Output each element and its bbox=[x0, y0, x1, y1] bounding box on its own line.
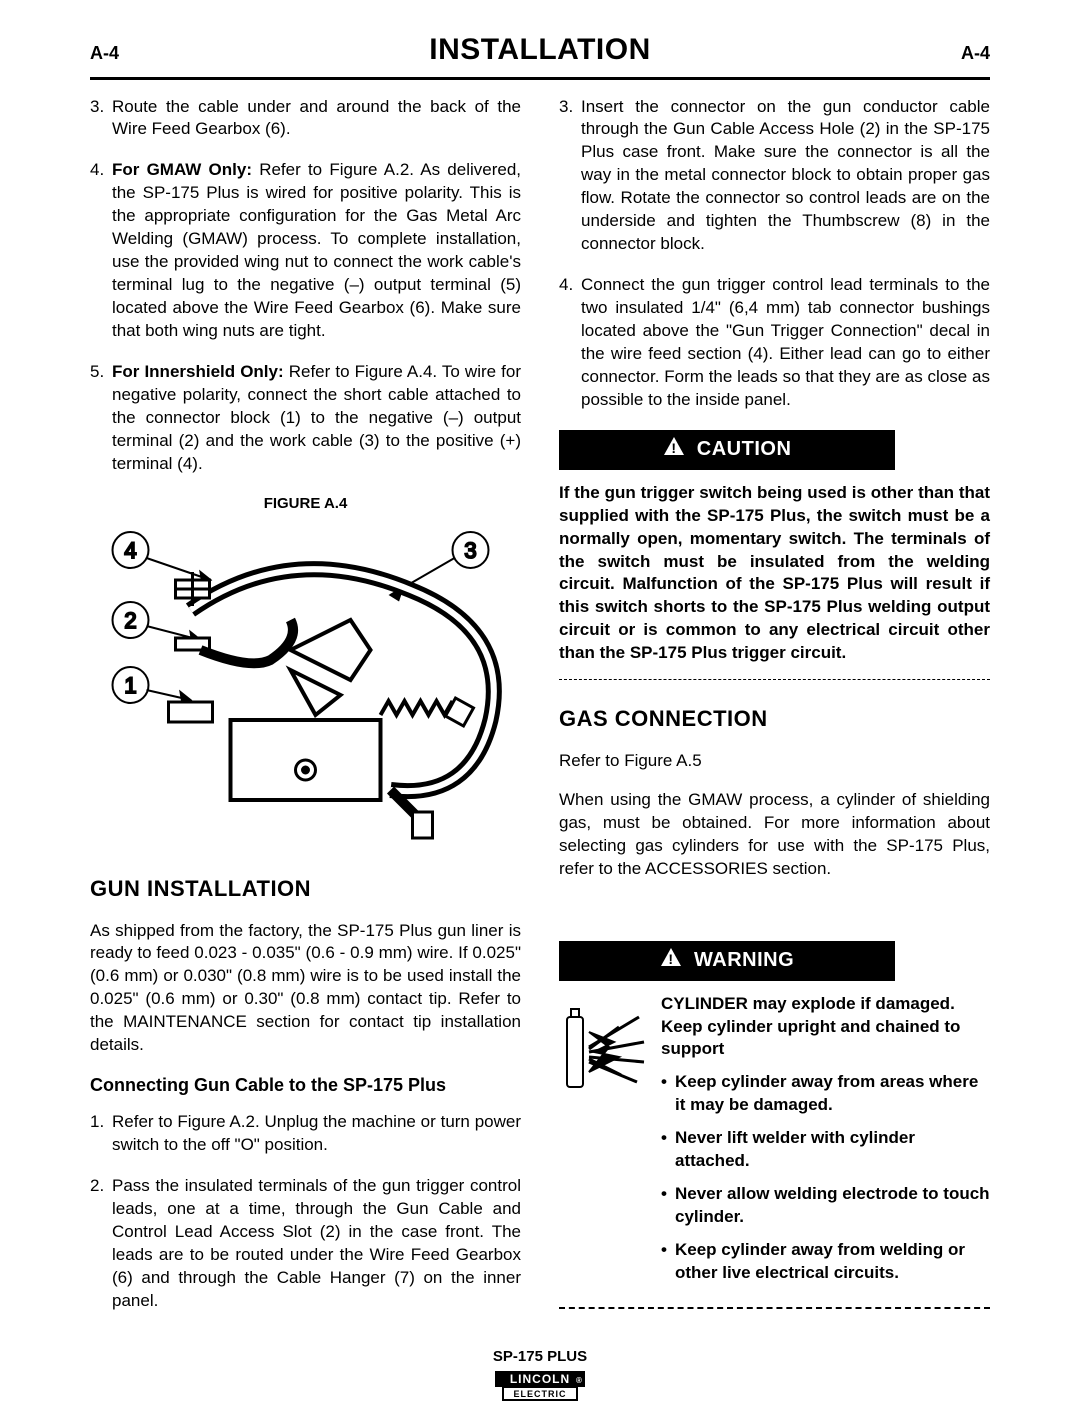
footer-model: SP-175 PLUS bbox=[90, 1347, 990, 1367]
warning-bullet: •Never allow welding electrode to touch … bbox=[661, 1183, 990, 1229]
list-item: 2. Pass the insulated terminals of the g… bbox=[90, 1175, 521, 1313]
left-column: 3. Route the cable under and around the … bbox=[90, 96, 521, 1331]
list-item: 5. For Innershield Only: Refer to Figure… bbox=[90, 361, 521, 476]
list-text: Insert the connector on the gun conducto… bbox=[581, 96, 990, 257]
warning-bullet: •Keep cylinder away from welding or othe… bbox=[661, 1239, 990, 1285]
gas-ref: Refer to Figure A.5 bbox=[559, 750, 990, 773]
list-number: 5. bbox=[90, 361, 112, 476]
list-number: 1. bbox=[90, 1111, 112, 1157]
caution-bar: ! CAUTION bbox=[559, 430, 895, 470]
warning-bar: ! WARNING bbox=[559, 941, 895, 981]
warning-bullet: •Keep cylinder away from areas where it … bbox=[661, 1071, 990, 1117]
svg-text:®: ® bbox=[576, 1376, 582, 1385]
figure-label-1: 1 bbox=[124, 673, 136, 698]
lincoln-electric-logo: LINCOLN ® ELECTRIC bbox=[495, 1371, 585, 1407]
caution-label: CAUTION bbox=[697, 436, 792, 463]
gas-body: When using the GMAW process, a cylinder … bbox=[559, 789, 990, 881]
list-text: Connect the gun trigger control lead ter… bbox=[581, 274, 990, 412]
figure-a4: 4 3 2 1 bbox=[90, 520, 521, 850]
list-item: 4. For GMAW Only: Refer to Figure A.2. A… bbox=[90, 159, 521, 343]
caution-body: If the gun trigger switch being used is … bbox=[559, 482, 990, 681]
svg-text:!: ! bbox=[671, 440, 676, 456]
list-text: Pass the insulated terminals of the gun … bbox=[112, 1175, 521, 1313]
list-item: 3. Insert the connector on the gun condu… bbox=[559, 96, 990, 257]
page-footer: SP-175 PLUS LINCOLN ® ELECTRIC bbox=[90, 1347, 990, 1407]
warning-label: WARNING bbox=[694, 947, 794, 974]
list-number: 4. bbox=[90, 159, 112, 343]
list-item: 4. Connect the gun trigger control lead … bbox=[559, 274, 990, 412]
page-header: A-4 INSTALLATION A-4 bbox=[90, 30, 990, 80]
list-text: For Innershield Only: Refer to Figure A.… bbox=[112, 361, 521, 476]
figure-label-3: 3 bbox=[464, 538, 476, 563]
svg-text:!: ! bbox=[668, 951, 673, 967]
list-number: 2. bbox=[90, 1175, 112, 1313]
gun-installation-heading: GUN INSTALLATION bbox=[90, 874, 521, 904]
warning-triangle-icon: ! bbox=[663, 436, 685, 464]
cylinder-explosion-icon bbox=[559, 993, 649, 1295]
warning-bullet: •Never lift welder with cylinder attache… bbox=[661, 1127, 990, 1173]
list-number: 3. bbox=[90, 96, 112, 142]
svg-text:LINCOLN: LINCOLN bbox=[510, 1372, 570, 1386]
warning-block: CYLINDER may explode if damaged. Keep cy… bbox=[559, 993, 990, 1309]
connecting-gun-cable-heading: Connecting Gun Cable to the SP-175 Plus bbox=[90, 1073, 521, 1097]
list-number: 4. bbox=[559, 274, 581, 412]
warning-lead: CYLINDER may explode if damaged. Keep cy… bbox=[661, 993, 990, 1062]
list-text: For GMAW Only: Refer to Figure A.2. As d… bbox=[112, 159, 521, 343]
page-title: INSTALLATION bbox=[429, 30, 651, 71]
right-column: 3. Insert the connector on the gun condu… bbox=[559, 96, 990, 1331]
list-item: 1. Refer to Figure A.2. Unplug the machi… bbox=[90, 1111, 521, 1157]
page-number-right: A-4 bbox=[961, 41, 990, 65]
list-item: 3. Route the cable under and around the … bbox=[90, 96, 521, 142]
figure-title: FIGURE A.4 bbox=[90, 494, 521, 514]
figure-label-2: 2 bbox=[124, 608, 136, 633]
warning-list: CYLINDER may explode if damaged. Keep cy… bbox=[661, 993, 990, 1295]
list-text: Route the cable under and around the bac… bbox=[112, 96, 521, 142]
content-columns: 3. Route the cable under and around the … bbox=[90, 96, 990, 1331]
svg-text:ELECTRIC: ELECTRIC bbox=[514, 1389, 567, 1399]
list-number: 3. bbox=[559, 96, 581, 257]
list-text: Refer to Figure A.2. Unplug the machine … bbox=[112, 1111, 521, 1157]
gun-intro-text: As shipped from the factory, the SP-175 … bbox=[90, 920, 521, 1058]
warning-triangle-icon: ! bbox=[660, 947, 682, 975]
page-number-left: A-4 bbox=[90, 41, 119, 65]
gas-connection-heading: GAS CONNECTION bbox=[559, 704, 990, 734]
figure-label-4: 4 bbox=[124, 538, 136, 563]
